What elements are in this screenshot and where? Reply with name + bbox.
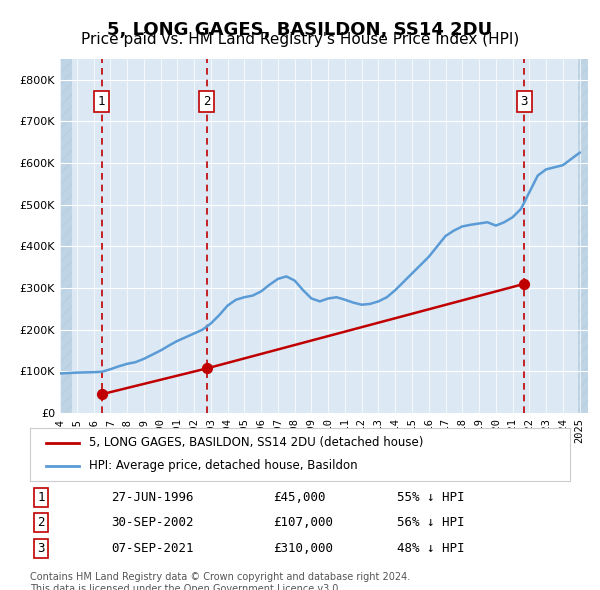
Bar xyxy=(60,59,72,413)
Text: 55% ↓ HPI: 55% ↓ HPI xyxy=(397,491,465,504)
Text: 1: 1 xyxy=(98,95,106,108)
Text: HPI: Average price, detached house, Basildon: HPI: Average price, detached house, Basi… xyxy=(89,460,358,473)
Text: 3: 3 xyxy=(37,542,44,555)
Text: 07-SEP-2021: 07-SEP-2021 xyxy=(111,542,193,555)
Text: 30-SEP-2002: 30-SEP-2002 xyxy=(111,516,193,529)
Text: Contains HM Land Registry data © Crown copyright and database right 2024.
This d: Contains HM Land Registry data © Crown c… xyxy=(30,572,410,590)
Text: 56% ↓ HPI: 56% ↓ HPI xyxy=(397,516,465,529)
Point xyxy=(202,363,211,373)
Text: 5, LONG GAGES, BASILDON, SS14 2DU (detached house): 5, LONG GAGES, BASILDON, SS14 2DU (detac… xyxy=(89,436,424,449)
Text: 1: 1 xyxy=(37,491,44,504)
Text: 2: 2 xyxy=(37,516,44,529)
Text: £310,000: £310,000 xyxy=(273,542,333,555)
Text: Price paid vs. HM Land Registry's House Price Index (HPI): Price paid vs. HM Land Registry's House … xyxy=(81,32,519,47)
Point xyxy=(97,389,107,399)
Bar xyxy=(578,59,588,413)
Text: £107,000: £107,000 xyxy=(273,516,333,529)
Text: 3: 3 xyxy=(520,95,528,108)
Text: 48% ↓ HPI: 48% ↓ HPI xyxy=(397,542,465,555)
Point xyxy=(520,279,529,289)
Text: 2: 2 xyxy=(203,95,211,108)
Text: 27-JUN-1996: 27-JUN-1996 xyxy=(111,491,193,504)
Text: 5, LONG GAGES, BASILDON, SS14 2DU: 5, LONG GAGES, BASILDON, SS14 2DU xyxy=(107,21,493,39)
Text: £45,000: £45,000 xyxy=(273,491,325,504)
